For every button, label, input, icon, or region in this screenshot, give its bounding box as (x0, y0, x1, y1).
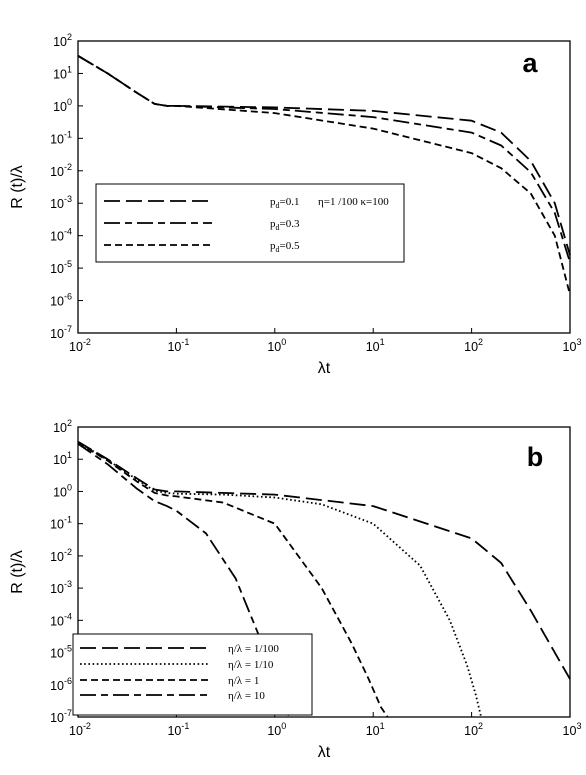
panel-letter: a (522, 48, 538, 78)
y-axis-label: R (t)/λ (9, 165, 26, 209)
plot-frame (77, 40, 571, 334)
x-tick-label: 103 (563, 721, 582, 738)
y-tick-label: 10-4 (50, 611, 72, 628)
legend-label-1: η/λ = 1/100 (228, 643, 279, 655)
y-tick-label: 10-7 (50, 324, 72, 341)
panel-letter: b (527, 442, 544, 472)
x-tick-label: 10-1 (167, 721, 189, 738)
y-tick-label: 10-2 (50, 162, 72, 179)
y-tick-label: 101 (53, 64, 72, 81)
x-tick-label: 103 (563, 337, 582, 354)
x-tick-label: 10-2 (69, 721, 91, 738)
x-tick-label: 102 (464, 721, 483, 738)
y-tick-label: 102 (53, 32, 72, 49)
x-tick-label: 10-2 (69, 337, 91, 354)
series-line-3 (77, 441, 389, 718)
y-tick-label: 10-1 (50, 515, 72, 532)
chart-panel-a: 10-2 10-1 100 101 102 103 10-7 10-6 10-5 10-4 10-3… (9, 32, 581, 377)
x-tick-label: 10-1 (167, 337, 189, 354)
x-tick-label: 100 (267, 337, 286, 354)
x-axis-label: λt (318, 360, 331, 377)
y-tick-label: 10-3 (50, 579, 72, 596)
series-line-1 (77, 440, 571, 680)
y-tick-label: 10-6 (50, 676, 72, 693)
plot-frame (77, 426, 571, 718)
x-tick-label: 102 (464, 337, 483, 354)
y-axis-label: R (t)/λ (9, 550, 26, 594)
series-line-3 (77, 55, 571, 296)
legend-label-3: pd=0.5 (270, 240, 300, 254)
legend-label-2: pd=0.3 (270, 218, 300, 232)
y-tick-label: 10-1 (50, 129, 72, 146)
x-tick-label: 101 (366, 337, 385, 354)
y-tick-label: 10-4 (50, 227, 72, 244)
x-tick-label: 100 (267, 721, 286, 738)
y-tick-label: 101 (53, 450, 72, 467)
series-line-2 (77, 441, 482, 718)
y-tick-label: 10-6 (50, 292, 72, 309)
legend-label-4: η/λ = 10 (228, 690, 265, 702)
legend-label-3: η/λ = 1 (228, 675, 259, 687)
y-tick-label: 10-7 (50, 708, 72, 725)
chart-panel-b: 10-2 10-1 100 101 102 103 10-7 10-6 10-5 10-4 10-3… (9, 418, 581, 761)
y-tick-label: 100 (53, 97, 72, 114)
y-tick-label: 100 (53, 482, 72, 499)
y-tick-label: 10-5 (50, 259, 72, 276)
x-tick-label: 101 (366, 721, 385, 738)
y-tick-label: 10-2 (50, 547, 72, 564)
y-tick-label: 10-5 (50, 644, 72, 661)
y-tick-label: 102 (53, 418, 72, 435)
legend-label-2: η/λ = 1/10 (228, 659, 274, 671)
legend-label-1: pd=0.1 (270, 196, 299, 210)
legend-note: η=1 /100 κ=100 (318, 196, 389, 208)
x-axis-label: λt (318, 744, 331, 761)
y-tick-label: 10-3 (50, 194, 72, 211)
